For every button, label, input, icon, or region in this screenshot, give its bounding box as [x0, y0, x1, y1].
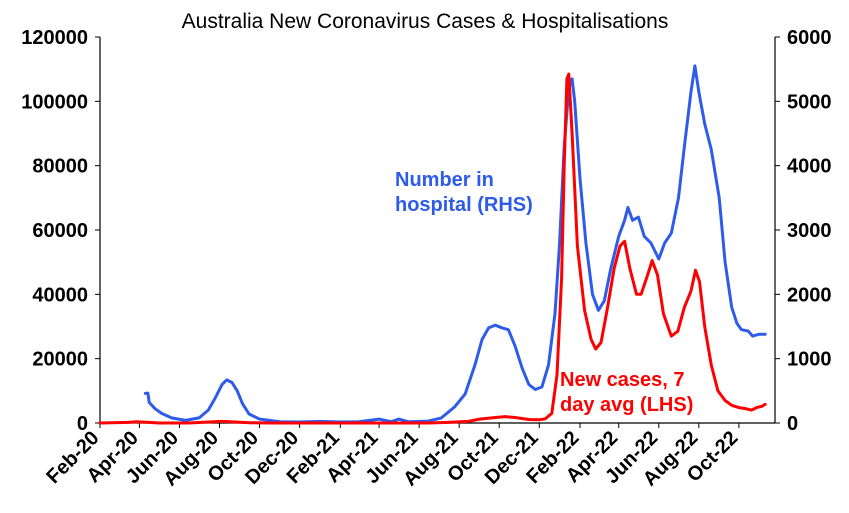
left-tick-label: 100000: [21, 91, 88, 113]
left-tick-label: 120000: [21, 27, 88, 49]
cases-series-label-line2: day avg (LHS): [560, 394, 693, 416]
series-layer: [98, 64, 767, 425]
left-axis-ticks: 0 20000 40000 60000 80000 100000 120000: [21, 27, 100, 435]
hospital-series-line: [143, 64, 767, 424]
left-tick-label: 0: [77, 413, 88, 435]
left-tick-label: 20000: [32, 349, 88, 371]
left-tick-label: 40000: [32, 284, 88, 306]
right-tick-label: 0: [787, 413, 798, 435]
right-tick-label: 1000: [787, 349, 832, 371]
cases-series-label-line1: New cases, 7: [560, 369, 685, 391]
chart-title: Australia New Coronavirus Cases & Hospit…: [182, 10, 669, 33]
cases-series-label: New cases, 7 day avg (LHS): [560, 369, 693, 416]
right-tick-label: 3000: [787, 220, 832, 242]
right-axis-ticks: 0 1000 2000 3000 4000 5000 6000: [775, 27, 832, 435]
right-tick-label: 5000: [787, 91, 832, 113]
right-tick-label: 2000: [787, 284, 832, 306]
right-tick-label: 6000: [787, 27, 832, 49]
hospital-series-label-line2: hospital (RHS): [395, 194, 533, 216]
cases-series-line: [98, 72, 767, 425]
x-axis-ticks: Feb-20Apr-20Jun-20Aug-20Oct-20Dec-20Feb-…: [42, 423, 742, 490]
right-tick-label: 4000: [787, 156, 832, 178]
left-tick-label: 60000: [32, 220, 88, 242]
hospital-series-label: Number in hospital (RHS): [395, 169, 533, 216]
left-tick-label: 80000: [32, 156, 88, 178]
hospital-series-label-line1: Number in: [395, 169, 494, 191]
